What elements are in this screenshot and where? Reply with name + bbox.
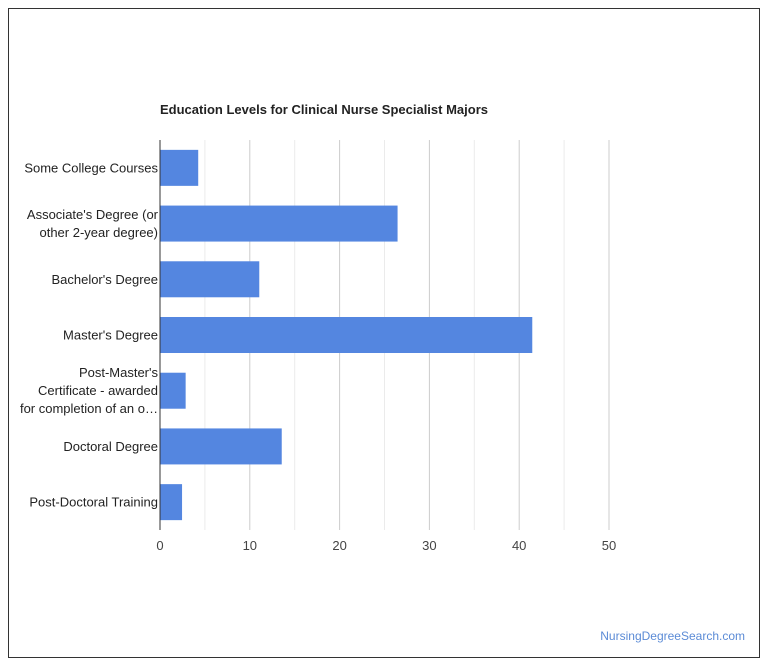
bars	[160, 149, 533, 521]
x-tick-label: 10	[243, 538, 257, 553]
category-label: Post-Master's	[79, 365, 159, 380]
category-label: for completion of an o…	[20, 401, 158, 416]
category-labels: Some College Courses Associate's Degree (…	[20, 160, 159, 509]
x-tick-label: 0	[156, 538, 163, 553]
bar-chart: Education Levels for Clinical Nurse Spec…	[20, 102, 616, 553]
chart-frame: Education Levels for Clinical Nurse Spec…	[8, 8, 760, 658]
bar[interactable]	[160, 317, 533, 353]
category-label: Bachelor's Degree	[51, 272, 158, 287]
x-tick-label: 40	[512, 538, 526, 553]
bar[interactable]	[160, 484, 183, 521]
category-label: Doctoral Degree	[63, 439, 158, 454]
bar[interactable]	[160, 372, 186, 409]
category-label: Associate's Degree (or	[27, 207, 159, 222]
watermark[interactable]: NursingDegreeSearch.com	[600, 629, 745, 643]
x-tick-labels: 0 10 20 30 40 50	[156, 538, 616, 553]
bar[interactable]	[160, 149, 199, 186]
x-tick-label: 30	[422, 538, 436, 553]
category-label: Post-Doctoral Training	[29, 495, 158, 510]
x-tick-label: 20	[332, 538, 346, 553]
bar[interactable]	[160, 428, 282, 465]
bar[interactable]	[160, 205, 398, 242]
category-label: other 2-year degree)	[39, 225, 158, 240]
bar[interactable]	[160, 261, 260, 298]
chart-title: Education Levels for Clinical Nurse Spec…	[160, 102, 488, 117]
category-label: Some College Courses	[24, 160, 158, 175]
category-label: Master's Degree	[63, 328, 158, 343]
x-tick-label: 50	[602, 538, 616, 553]
category-label: Certificate - awarded	[38, 383, 158, 398]
